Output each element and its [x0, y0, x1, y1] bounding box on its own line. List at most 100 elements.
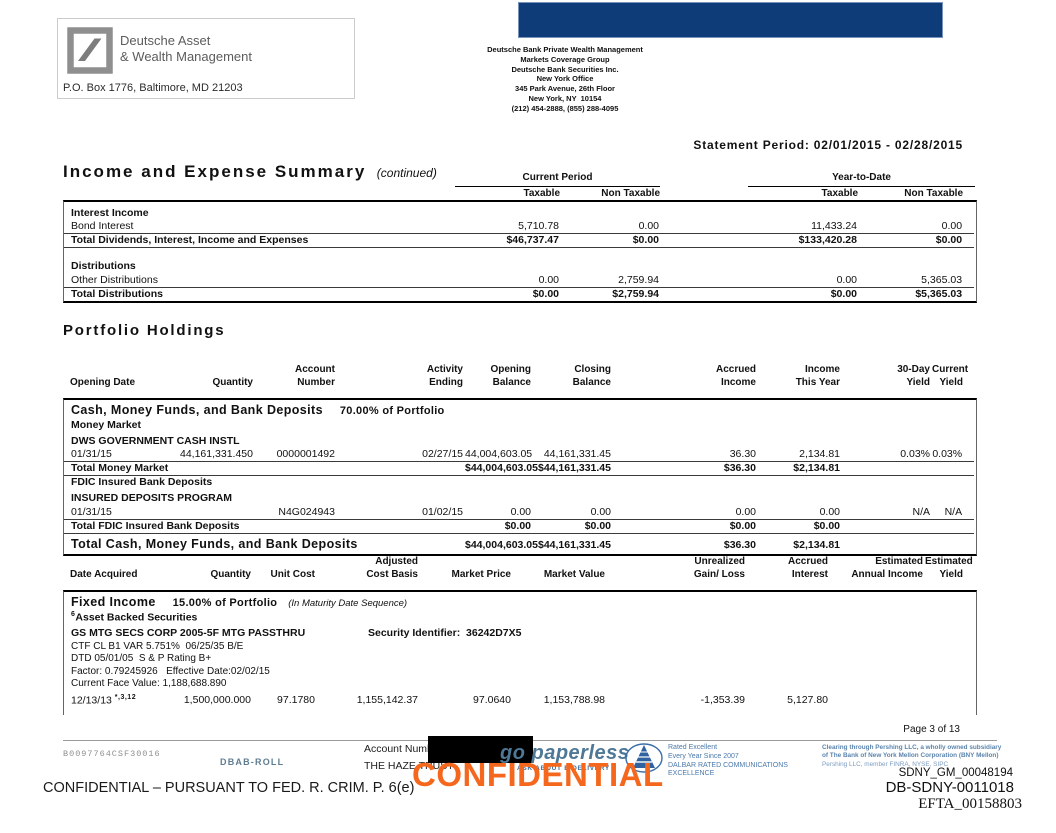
income-summary-column-headers: Current Period Year-to-Date Taxable Non …: [455, 172, 976, 200]
column-header: Quantity: [210, 568, 251, 580]
pershing-line: Clearing through Pershing LLC, a wholly …: [822, 744, 1002, 751]
row-label: Total Dividends, Interest, Income and Ex…: [64, 233, 456, 249]
cell-value: 0.00: [561, 220, 661, 235]
table-row: Distributions: [64, 260, 974, 273]
row-footnotes: *,3,12: [114, 693, 137, 701]
bank-address-line: New York, NY 10154: [528, 93, 602, 103]
go-paperless-logo: go paperless: [500, 742, 630, 764]
cell-opening-date: 01/31/15: [64, 505, 143, 520]
cell-closing-balance: $44,161,331.45: [538, 539, 611, 552]
cell-value: $133,420.28: [749, 233, 859, 249]
cell-value: $46,737.47: [456, 233, 561, 249]
cell-quantity: 44,161,331.450: [143, 448, 255, 463]
cell-value: 5,365.03: [859, 273, 975, 288]
income-summary-continued: (continued): [376, 166, 437, 180]
confidential-stamp: CONFIDENTIAL: [412, 756, 664, 793]
row-label: Total Distributions: [71, 287, 163, 300]
brand-line1: Deutsche Asset: [120, 33, 211, 48]
confidential-legal-notice: CONFIDENTIAL – PURSUANT TO FED. R. CRIM.…: [43, 780, 415, 796]
cell-value: $0.00: [561, 233, 661, 249]
cell-opening-date: 01/31/15: [64, 448, 143, 463]
subsection-row: Money Market: [64, 419, 974, 432]
security-desc-row: Current Face Value: 1,188,688.890: [64, 678, 974, 691]
total-row: Total Money Market $44,004,603.05 $44,16…: [64, 461, 975, 477]
column-header: Market Price: [451, 568, 511, 580]
column-header: Market Value: [543, 568, 605, 580]
subsection-row: FDIC Insured Bank Deposits: [64, 476, 974, 490]
bank-address-line: 345 Park Avenue, 26th Floor: [515, 84, 615, 93]
category-row: 6Asset Backed Securities: [64, 611, 974, 625]
dalbar-line: Every Year Since 2007: [668, 752, 739, 760]
cell-value: 2,759.94: [561, 273, 661, 288]
cell-closing-balance: $44,161,331.45: [533, 461, 613, 477]
cash-section-title: Cash, Money Funds, and Bank Deposits: [71, 403, 323, 417]
column-header: Closing Balance: [572, 364, 611, 388]
security-name: DWS GOVERNMENT CASH INSTL: [71, 434, 240, 447]
row-label: Other Distributions: [64, 273, 456, 288]
go-paperless-tagline: ASK ABOUT E-DELIVERY: [517, 765, 610, 772]
bank-address-line: Deutsche Bank Private Wealth Management: [487, 45, 643, 54]
cell-opening-balance: $0.00: [465, 519, 533, 534]
cell-income-this-year: $0.00: [758, 519, 842, 534]
column-header-taxable-ytd: Taxable: [821, 187, 859, 199]
dalbar-rating: Rated Excellent Every Year Since 2007 DA…: [668, 744, 788, 779]
table-row: Interest Income: [64, 202, 974, 220]
cell-accrued-income: $36.30: [613, 461, 758, 477]
total-label: Total Money Market: [64, 461, 465, 477]
column-header: Adjusted Cost Basis: [366, 556, 418, 580]
cell-income-this-year: $2,134.81: [758, 461, 842, 477]
cell-value: $5,365.03: [915, 287, 963, 300]
cell-value: 0.00: [749, 273, 859, 288]
security-name: INSURED DEPOSITS PROGRAM: [71, 492, 233, 505]
dalbar-line: EXCELLENCE: [668, 770, 715, 778]
cell-closing-balance: $0.00: [533, 519, 613, 534]
grand-total-row: Total Cash, Money Funds, and Bank Deposi…: [64, 533, 974, 554]
category-footnote: 6: [71, 610, 76, 618]
cell-quantity: 1,500,000.000: [183, 694, 251, 706]
cell-income-this-year: $2,134.81: [793, 539, 840, 552]
deutsche-bank-logo: [67, 27, 113, 74]
table-row: 01/31/15 44,161,331.450 0000001492 02/27…: [64, 448, 975, 463]
income-summary-table: Interest Income Bond Interest 5,710.78 0…: [63, 200, 977, 303]
security-description: CTF CL B1 VAR 5.751% 06/25/35 B/E: [71, 640, 244, 652]
fixed-income-column-headers: Date Acquired Quantity Unit Cost Adjuste…: [63, 556, 975, 581]
grand-total-label: Total Cash, Money Funds, and Bank Deposi…: [71, 536, 358, 551]
security-description: DTD 05/01/05 S & P Rating B+: [71, 653, 212, 664]
table-row: Bond Interest 5,710.78 0.00 11,433.24 0.…: [64, 220, 975, 235]
column-header-taxable: Taxable: [523, 187, 561, 199]
cell-opening-balance: $44,004,603.05: [465, 539, 538, 552]
batch-code: B0097764CSF30016: [63, 749, 161, 759]
bates-number-sdny-gm: SDNY_GM_00048194: [898, 767, 1013, 779]
cell-gain-loss: -1,353.39: [700, 694, 745, 706]
cash-section-percent: 70.00% of Portfolio: [339, 405, 445, 417]
cell-income-this-year: 2,134.81: [758, 448, 842, 463]
cell-account-number: 0000001492: [255, 448, 337, 463]
statement-period: Statement Period: 02/01/2015 - 02/28/201…: [693, 138, 963, 152]
money-market-label: Money Market: [71, 418, 142, 431]
cell-current-yield: N/A: [932, 505, 975, 520]
cell-date-acquired: 12/13/13 *,3,12: [71, 693, 137, 707]
cell-30day-yield: 0.03%: [842, 448, 932, 463]
account-name: THE HAZE TRUST: [364, 760, 454, 772]
table-row: 01/31/15 N4G024943 01/02/15 0.00 0.00 0.…: [64, 505, 975, 520]
cell-est-yield: [925, 691, 974, 708]
dalbar-logo: [625, 743, 663, 773]
portfolio-holdings-heading: Portfolio Holdings: [63, 322, 226, 339]
dalbar-line: DALBAR RATED COMMUNICATIONS: [668, 761, 788, 769]
dalbar-line: Rated Excellent: [668, 744, 718, 751]
cell-value: $2,759.94: [612, 287, 659, 300]
cell-est-annual-income: [830, 691, 925, 708]
column-header: Unrealized Gain/ Loss: [693, 556, 745, 580]
column-header: Date Acquired: [70, 568, 138, 580]
fixed-income-table: Fixed Income 15.00% of Portfolio (In Mat…: [63, 590, 977, 715]
cell-accrued-interest: 5,127.80: [787, 694, 828, 706]
cell-accrued-income: $36.30: [723, 539, 756, 552]
security-description: Current Face Value: 1,188,688.890: [71, 678, 227, 689]
pershing-disclosure: Clearing through Pershing LLC, a wholly …: [822, 744, 1017, 769]
column-header: Income This Year: [795, 364, 840, 388]
table-row: Total Dividends, Interest, Income and Ex…: [64, 233, 975, 249]
cell-current-yield: 0.03%: [932, 448, 975, 463]
column-header-non-taxable: Non Taxable: [601, 187, 661, 199]
page-number: Page 3 of 13: [903, 724, 960, 735]
